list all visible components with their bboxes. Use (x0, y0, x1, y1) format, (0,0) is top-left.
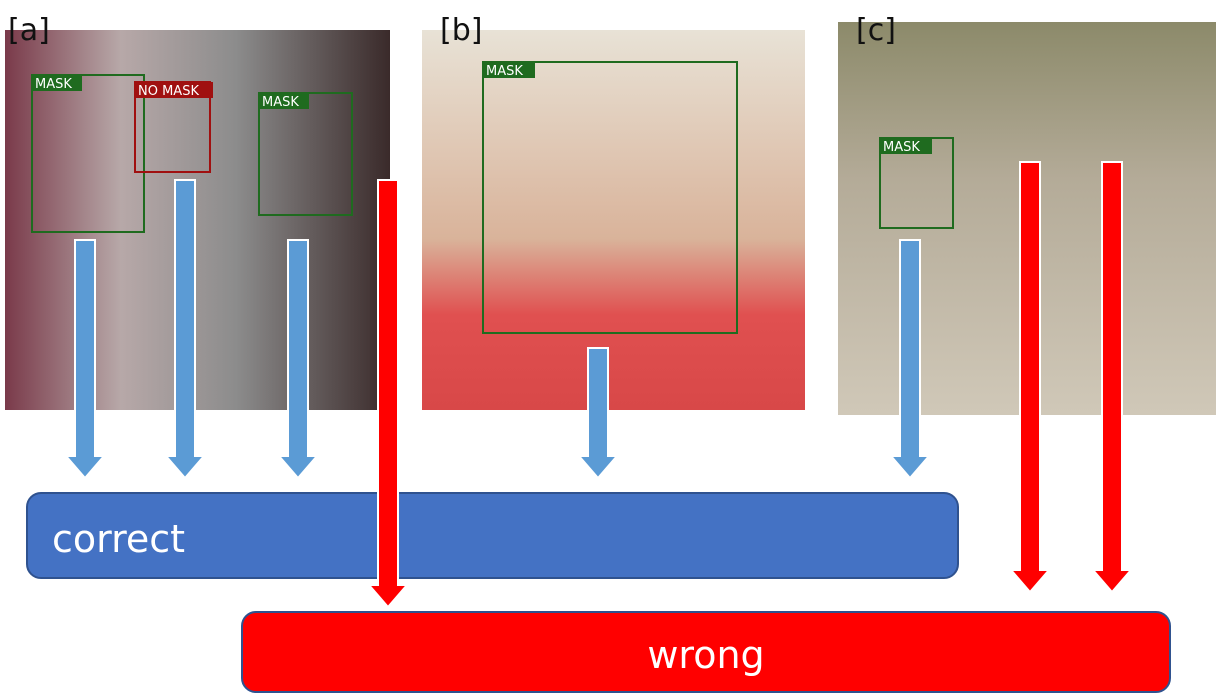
diagram: [a] [b] [c] MASK NO MASK MASK MASK MASK … (0, 0, 1216, 694)
outcome-label: correct (52, 517, 185, 561)
box-label: NO MASK (138, 84, 199, 99)
box-label: MASK (35, 77, 72, 92)
panel-label: [a] (8, 13, 50, 48)
outcome-label: wrong (647, 633, 764, 677)
box-label: MASK (262, 95, 299, 110)
panel-label: [c] (856, 13, 896, 48)
panel-label: [b] (440, 13, 482, 48)
box-label: MASK (486, 64, 523, 79)
photo-b (422, 30, 805, 410)
box-label: MASK (883, 140, 920, 155)
